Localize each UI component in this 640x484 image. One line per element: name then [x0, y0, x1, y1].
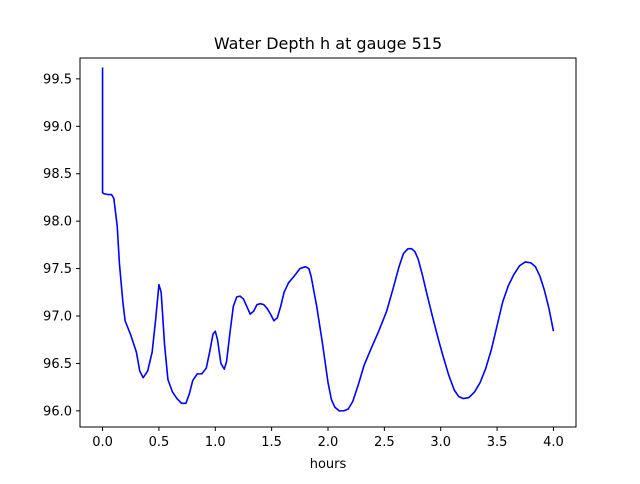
plot-area: 0.0 0.5 1.0 1.5 2.0 2.5 3.0 3.5 4.0 96.0 96.5 97.0 9…	[43, 57, 577, 450]
x-tick-label: 1.5	[261, 435, 282, 450]
y-tick-label: 97.5	[43, 262, 72, 277]
y-tick-label: 99.5	[43, 72, 72, 87]
x-tick-label: 2.0	[318, 435, 339, 450]
x-tick-label: 2.5	[374, 435, 395, 450]
y-tick-label: 99.0	[43, 120, 72, 135]
series-line-0	[101, 67, 555, 412]
y-tick-label: 96.5	[43, 357, 72, 372]
chart-title: Water Depth h at gauge 515	[214, 34, 442, 53]
y-tick-label: 97.0	[43, 310, 72, 325]
y-tick-label: 98.0	[43, 215, 72, 230]
x-tick-label: 0.0	[92, 435, 113, 450]
x-tick-label: 3.0	[430, 435, 451, 450]
x-tick-label: 3.5	[487, 435, 508, 450]
y-tick-label: 96.0	[43, 404, 72, 419]
x-tick-label: 0.5	[149, 435, 170, 450]
x-tick-label: 4.0	[543, 435, 564, 450]
y-tick-label: 98.5	[43, 167, 72, 182]
x-tick-label: 1.0	[205, 435, 226, 450]
x-axis-label: hours	[310, 457, 347, 472]
